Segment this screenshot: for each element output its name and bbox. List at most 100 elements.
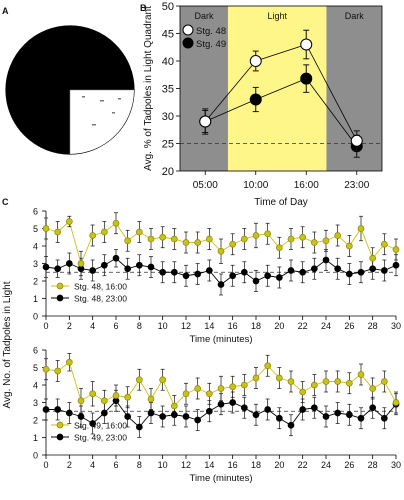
- data-point: [124, 265, 132, 273]
- y-tick-label: 50: [162, 1, 174, 13]
- data-point: [264, 272, 272, 280]
- data-point: [135, 228, 143, 236]
- data-point: [380, 378, 388, 385]
- y-tick-label: 2: [33, 416, 38, 426]
- y-tick-label: 2: [33, 277, 38, 287]
- data-point: [322, 413, 330, 420]
- data-point: [345, 242, 353, 250]
- x-tick-label: 16:00: [294, 180, 319, 191]
- data-point: [240, 381, 248, 389]
- data-point: [240, 235, 248, 243]
- y-tick-label: 5: [33, 363, 38, 373]
- x-axis-label: Time of Day: [254, 197, 308, 208]
- data-point: [65, 358, 73, 366]
- legend-label: Stg. 49: [196, 39, 226, 50]
- y-tick-label: 20: [162, 166, 174, 178]
- data-point: [135, 261, 143, 269]
- data-point: [300, 38, 313, 51]
- data-point: [229, 272, 237, 280]
- legend-label: Stg. 49, 23:00: [74, 433, 127, 443]
- data-point: [334, 232, 342, 239]
- data-point: [100, 228, 108, 236]
- data-point: [54, 265, 62, 273]
- data-point: [182, 272, 190, 280]
- x-tick-label: 16: [228, 321, 238, 331]
- data-point: [287, 235, 295, 243]
- data-point: [65, 218, 73, 225]
- data-point: [112, 254, 120, 262]
- data-point: [357, 268, 365, 276]
- x-tick-label: 2: [67, 460, 72, 470]
- series-line: [204, 44, 358, 141]
- data-point: [300, 72, 313, 85]
- data-point: [334, 378, 342, 385]
- data-point: [264, 362, 272, 370]
- x-tick-label: 28: [368, 321, 378, 331]
- x-tick-label: 10: [158, 321, 168, 331]
- legend-marker: [56, 433, 64, 441]
- legend-label: Stg. 48, 23:00: [74, 294, 127, 304]
- x-tick-label: 10: [158, 460, 168, 470]
- legend-marker: [182, 24, 194, 36]
- data-point: [249, 55, 262, 67]
- data-point: [275, 414, 283, 422]
- x-tick-label: 22: [298, 460, 308, 470]
- data-point: [42, 263, 50, 271]
- y-tick-label: 3: [33, 398, 38, 408]
- x-tick-label: 18: [251, 321, 261, 331]
- data-point: [299, 268, 307, 276]
- data-point: [159, 268, 167, 276]
- x-axis-label: Time (minutes): [190, 334, 253, 345]
- data-point: [275, 374, 283, 382]
- data-point: [42, 406, 50, 413]
- y-tick-label: 3: [33, 259, 38, 269]
- y-tick-label: 6: [33, 346, 38, 356]
- data-point: [322, 378, 330, 385]
- panel-label-a: A: [2, 6, 9, 16]
- x-tick-label: 12: [181, 321, 191, 331]
- data-point: [287, 378, 295, 385]
- series-line: [205, 78, 358, 147]
- legend-label: Stg. 48, 16:00: [74, 282, 127, 292]
- x-tick-label: 24: [321, 321, 331, 331]
- x-tick-label: 22: [298, 321, 308, 331]
- data-point: [89, 267, 97, 274]
- data-point: [310, 265, 318, 273]
- x-tick-label: 4: [90, 321, 95, 331]
- y-tick-label: 35: [162, 84, 174, 96]
- data-point: [42, 225, 50, 232]
- band-label-1: Light: [267, 11, 287, 21]
- data-point: [275, 274, 283, 281]
- data-point: [380, 414, 388, 422]
- data-point: [170, 402, 178, 410]
- data-point: [65, 409, 73, 417]
- x-tick-label: 12: [181, 460, 191, 470]
- data-point: [89, 420, 97, 427]
- data-point: [249, 93, 262, 106]
- x-tick-label: 30: [391, 321, 401, 331]
- data-point: [100, 261, 108, 269]
- data-point: [182, 390, 190, 398]
- x-tick-label: 05:00: [193, 180, 218, 191]
- data-point: [240, 404, 248, 412]
- data-point: [54, 406, 62, 413]
- data-point: [217, 400, 225, 408]
- panel-a-arena: [5, 25, 135, 155]
- x-tick-label: 14: [204, 460, 214, 470]
- data-point: [252, 374, 260, 382]
- x-tick-label: 30: [391, 460, 401, 470]
- x-tick-label: 8: [137, 460, 142, 470]
- data-point: [124, 237, 132, 245]
- data-point: [112, 219, 120, 227]
- data-point: [322, 256, 330, 264]
- data-point: [147, 395, 155, 403]
- x-tick-label: 24: [321, 460, 331, 470]
- y-axis-label-c: Avg. No. of Tadpoles in Light: [2, 281, 13, 408]
- y-tick-label: 25: [162, 139, 174, 151]
- data-point: [205, 235, 213, 243]
- x-tick-label: 0: [43, 460, 48, 470]
- y-tick-label: 40: [162, 56, 174, 68]
- x-tick-label: 8: [137, 321, 142, 331]
